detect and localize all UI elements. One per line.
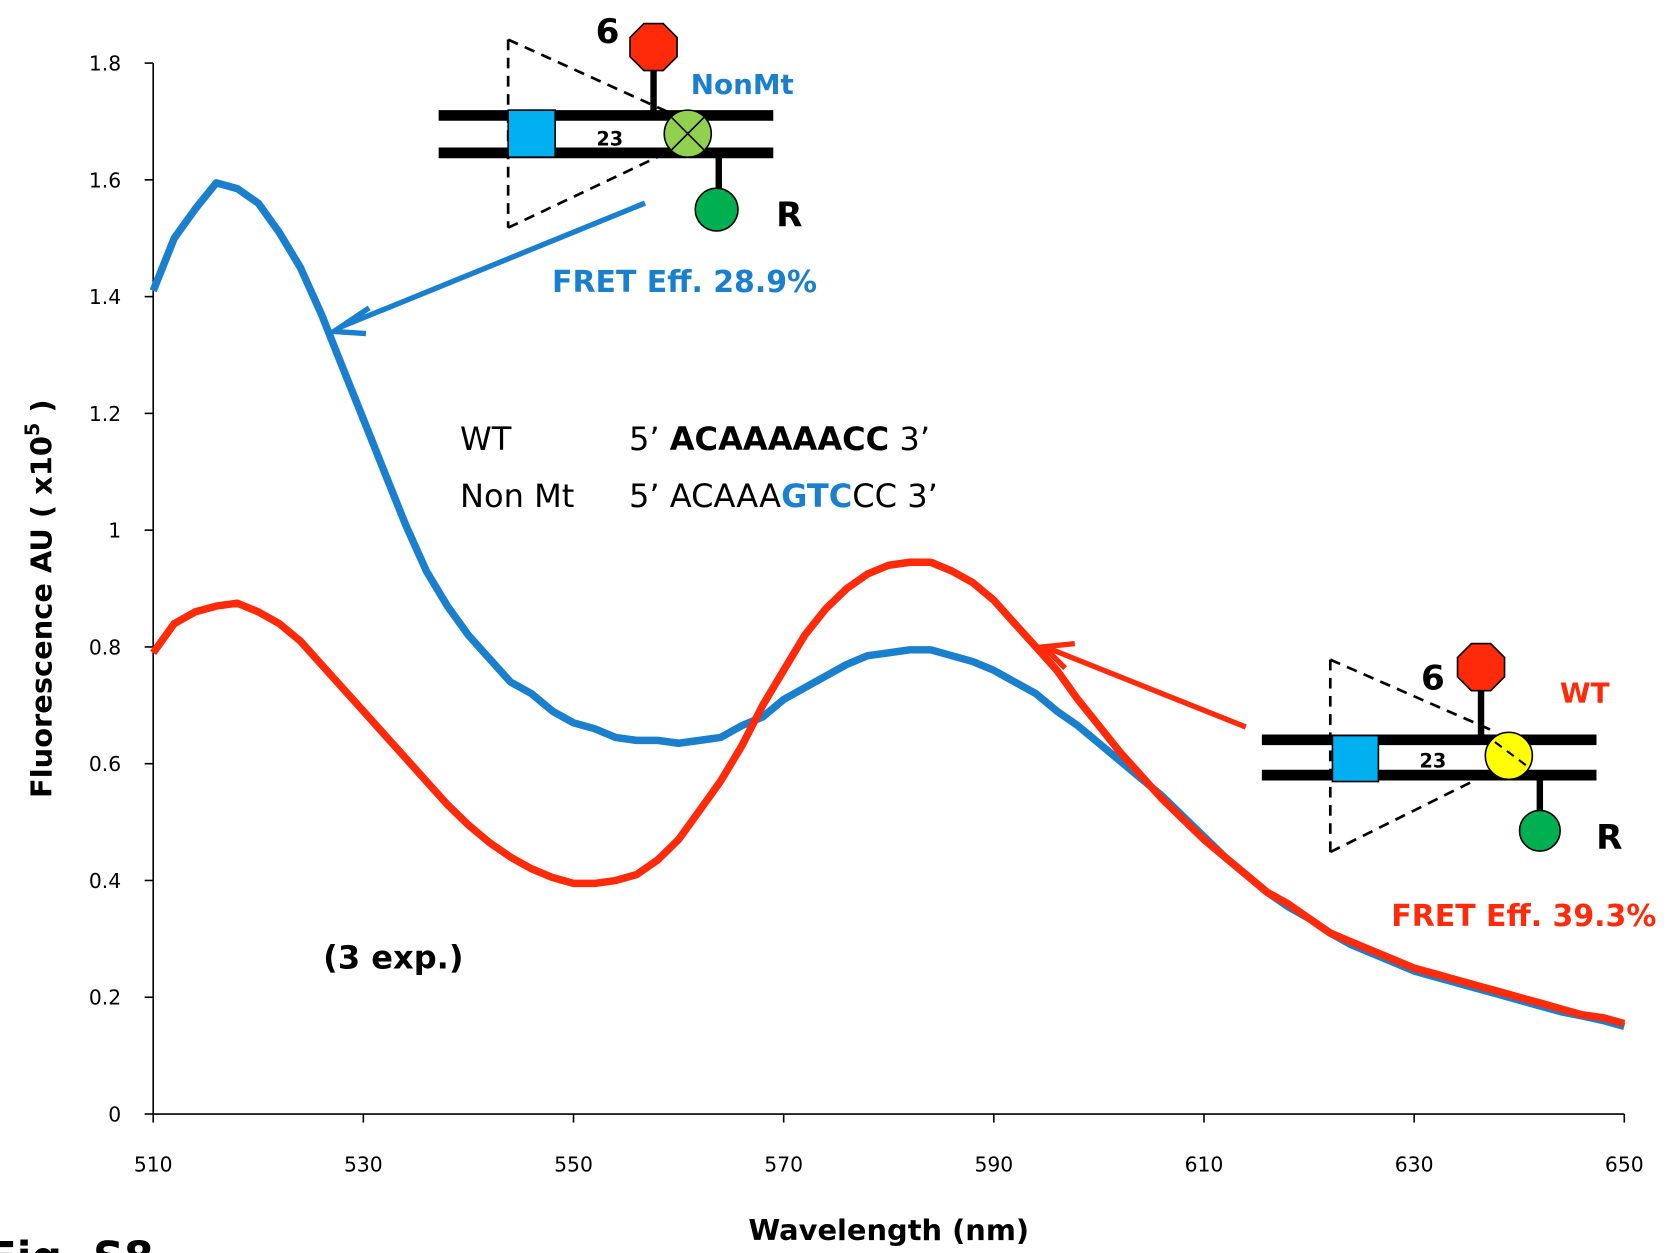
x-tick-label: 550 — [554, 1153, 593, 1177]
y-tick-label: 1.8 — [89, 52, 121, 76]
series-line — [150, 558, 1626, 1028]
x-tick-label: 510 — [134, 1153, 173, 1177]
x-tick-label: 530 — [344, 1153, 383, 1177]
y-tick-label: 0.4 — [89, 869, 121, 893]
seq-part: 5’ — [629, 420, 670, 458]
y-tick-label: 1.6 — [89, 168, 121, 192]
octagon — [1456, 642, 1506, 692]
slash — [1494, 741, 1530, 769]
y-tick-label: 1.4 — [89, 285, 121, 309]
seq-part: 5’ ACAAA — [629, 477, 781, 515]
octagon — [629, 22, 678, 72]
seq-part: GTC — [781, 477, 852, 515]
arrow — [1049, 646, 1247, 730]
acceptor-label: R — [776, 196, 802, 236]
y-title-text: Fluorescence AU ( x10 — [25, 436, 59, 798]
cross — [671, 117, 705, 151]
sequence-nonmt: Non Mt 5’ ACAAAGTCCC 3’ — [460, 477, 938, 515]
y-tick-label: 1.2 — [89, 402, 121, 426]
donor: 6 — [1421, 659, 1445, 699]
square — [507, 109, 556, 158]
x-tick-label: 630 — [1395, 1153, 1434, 1177]
lines — [149, 179, 1626, 1031]
acceptor-label: R — [1596, 818, 1622, 858]
seq-part: 3’ — [889, 420, 930, 458]
sequence-wt: WT 5’ ACAAAAACC 3’ — [460, 420, 930, 458]
axes: 0 0.2 0.4 0.6 0.8 1 1.2 1.4 1.6 1.8 510 530 550 570 59… — [89, 52, 1644, 1177]
y-tick-label: 1 — [108, 519, 121, 543]
arrow-head — [325, 305, 371, 337]
y-tick-label: 0.2 — [89, 986, 121, 1010]
figure-label: Fig. S8 — [0, 1233, 154, 1253]
y-title-sup: 5 — [21, 423, 44, 436]
x-tick-label: 650 — [1605, 1153, 1644, 1177]
x-tick-label: 590 — [974, 1153, 1013, 1177]
diagram-nonmt: 23 6 R NonMt FRET Eff. 28.9% — [325, 12, 817, 337]
y-axis-title: Fluorescence AU ( x105 ) — [21, 399, 59, 798]
x-axis-title: Wavelength (nm) — [748, 1213, 1029, 1247]
arrow — [339, 200, 646, 330]
x-tick-label: 570 — [764, 1153, 803, 1177]
note: (3 exp.) — [323, 939, 463, 977]
diagram-label: WT — [1560, 676, 1610, 709]
y-tick-label: 0.6 — [89, 752, 121, 776]
square — [1331, 734, 1380, 783]
fret: FRET Eff. 28.9% — [552, 265, 817, 300]
diagram-wt: 23 6 R WT FRET Eff. 39.3% — [1037, 640, 1656, 934]
acceptor — [1518, 809, 1561, 852]
site — [1484, 731, 1534, 781]
y-tick-label: 0.8 — [89, 635, 121, 659]
y-tick-label: 0 — [108, 1102, 121, 1126]
diagram-label: NonMt — [691, 68, 794, 101]
fret: FRET Eff. 39.3% — [1391, 899, 1656, 934]
seq-part: ACAAAAACC — [670, 420, 889, 458]
distance: 23 — [1420, 750, 1447, 773]
x-tick-label: 610 — [1185, 1153, 1224, 1177]
distance: 23 — [596, 127, 623, 150]
seq-label: Non Mt — [460, 477, 574, 515]
seq-label: WT — [460, 420, 512, 458]
arrow-head — [1037, 640, 1076, 671]
seq-part: CC 3’ — [852, 477, 938, 515]
acceptor — [694, 187, 739, 232]
donor: 6 — [596, 12, 620, 52]
y-title-end: ) — [25, 399, 59, 422]
dashed-triangle — [1328, 658, 1493, 854]
